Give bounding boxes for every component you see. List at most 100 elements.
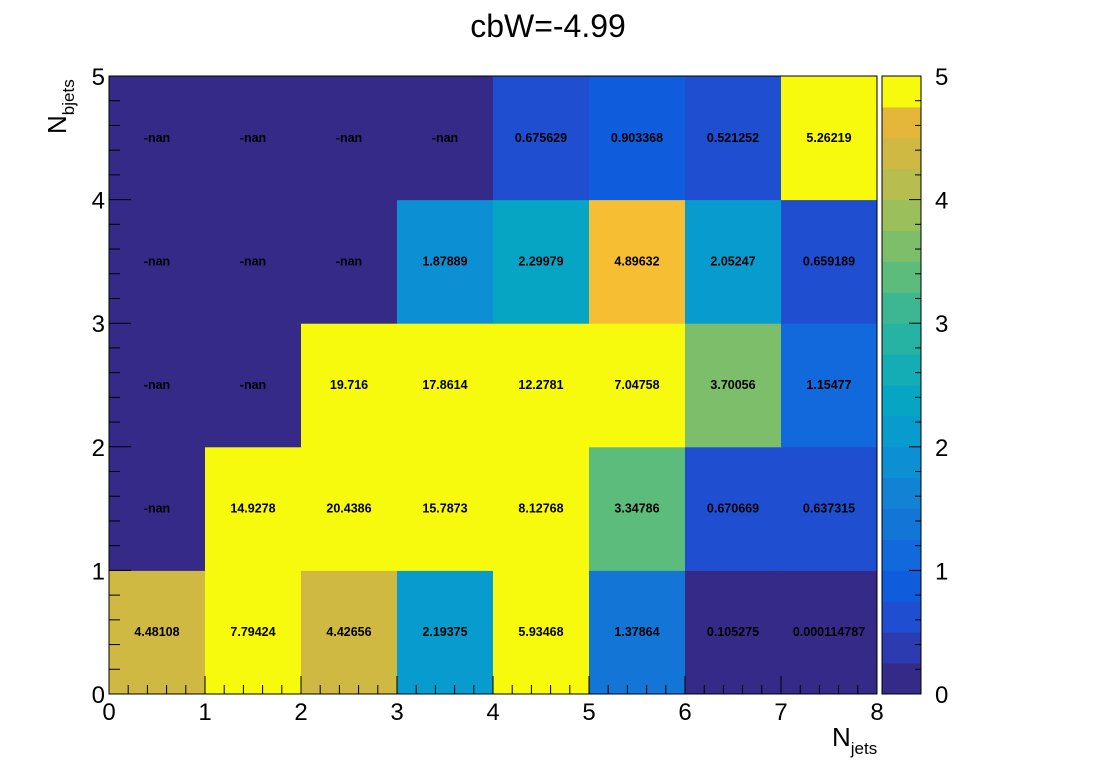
- cell-value-label: 0.521252: [707, 131, 759, 145]
- heatmap-cell: [301, 323, 398, 448]
- cell-value-label: 0.105275: [707, 625, 759, 639]
- y-tick-label: 5: [92, 64, 105, 91]
- heatmap-cell: [109, 446, 206, 571]
- x-tick-label: 8: [870, 699, 883, 726]
- heatmap-cell: [685, 199, 782, 324]
- cell-value-label: 8.12768: [518, 502, 563, 516]
- cell-value-label: -nan: [240, 254, 266, 268]
- colorbar-segment: [882, 137, 921, 170]
- x-tick-label: 0: [102, 699, 115, 726]
- heatmap-cell: [781, 199, 878, 324]
- heatmap-cell: [685, 446, 782, 571]
- y-axis-label-sub: bjets: [59, 79, 78, 116]
- cell-value-label: 0.659189: [803, 254, 855, 268]
- cell-value-label: 4.89632: [614, 254, 659, 268]
- cell-value-label: -nan: [144, 131, 170, 145]
- cell-value-label: 19.716: [330, 378, 368, 392]
- x-tick-label: 7: [774, 699, 787, 726]
- heatmap-cell: [493, 199, 590, 324]
- cell-value-label: 14.9278: [230, 502, 275, 516]
- y-axis-label-main: N: [42, 115, 72, 134]
- colorbar-tick-label: 5: [935, 64, 948, 91]
- heatmap-cell: [397, 570, 494, 695]
- x-axis-label-main: N: [832, 722, 851, 752]
- cell-value-label: 0.903368: [611, 131, 663, 145]
- colorbar-segment: [882, 261, 921, 293]
- heatmap-cell: [109, 323, 206, 448]
- y-axis-label: Nbjets: [42, 79, 79, 134]
- cell-value-label: 1.37864: [614, 625, 659, 639]
- y-tick-label: 2: [92, 435, 105, 462]
- colorbar-segment: [882, 508, 921, 540]
- y-tick-label: 3: [92, 311, 105, 338]
- cell-value-label: 4.42656: [326, 625, 371, 639]
- cell-value-label: 0.000114787: [793, 625, 865, 639]
- x-tick-label: 1: [198, 699, 211, 726]
- colorbar-segment: [882, 539, 921, 571]
- colorbar-segment: [882, 446, 921, 479]
- cell-value-label: -nan: [144, 378, 170, 392]
- heatmap-cell: [397, 446, 494, 571]
- colorbar-segment: [882, 354, 921, 386]
- heatmap-cell: [109, 570, 206, 695]
- cell-value-label: 17.8614: [422, 378, 467, 392]
- colorbar-segment: [882, 199, 921, 231]
- heatmap-cell: [205, 323, 302, 448]
- cell-value-label: -nan: [240, 378, 266, 392]
- heatmap-cell: [397, 76, 494, 201]
- heatmap-cell: [205, 446, 302, 571]
- cell-value-label: 0.670669: [707, 502, 759, 516]
- cell-value-label: 2.05247: [710, 254, 755, 268]
- heatmap-cell: [781, 446, 878, 571]
- heatmap-cell: [493, 323, 590, 448]
- heatmap-cell: [685, 76, 782, 201]
- heatmap-cell: [589, 323, 686, 448]
- heatmap-cell: [109, 199, 206, 324]
- chart-title: cbW=-4.99: [470, 8, 626, 44]
- colorbar-tick-label: 1: [935, 558, 948, 585]
- heatmap-cell: [589, 76, 686, 201]
- heatmap-cell: [301, 570, 398, 695]
- cell-value-label: 1.87889: [422, 254, 467, 268]
- heatmap-cell: [685, 570, 782, 695]
- colorbar-segment: [882, 230, 921, 262]
- colorbar-segment: [882, 385, 921, 417]
- heatmap-cell: [205, 76, 302, 201]
- heatmap-cell: [493, 446, 590, 571]
- x-tick-label: 6: [678, 699, 691, 726]
- cell-value-label: 2.29979: [518, 254, 563, 268]
- cell-value-label: 15.7873: [422, 502, 467, 516]
- cell-value-label: -nan: [144, 502, 170, 516]
- heatmap-cell: [685, 323, 782, 448]
- cell-value-label: -nan: [336, 131, 362, 145]
- colorbar-segment: [882, 323, 921, 355]
- x-tick-label: 5: [582, 699, 595, 726]
- x-tick-label: 3: [390, 699, 403, 726]
- cell-value-label: 4.48108: [134, 625, 179, 639]
- heatmap-cell: [301, 446, 398, 571]
- colorbar-segment: [882, 477, 921, 510]
- heatmap-cell: [589, 570, 686, 695]
- cell-value-label: -nan: [144, 254, 170, 268]
- cell-value-label: 3.34786: [614, 502, 659, 516]
- colorbar-segment: [882, 292, 921, 324]
- heatmap-cell: [589, 199, 686, 324]
- x-axis-label: Njets: [832, 722, 877, 759]
- y-tick-label: 1: [92, 558, 105, 585]
- cell-value-label: -nan: [240, 131, 266, 145]
- cell-value-label: 7.04758: [614, 378, 659, 392]
- colorbar-tick-label: 3: [935, 311, 948, 338]
- cell-value-label: 5.26219: [806, 131, 851, 145]
- heatmap-cell: [301, 76, 398, 201]
- heatmap-cell: [781, 323, 878, 448]
- x-tick-label: 2: [294, 699, 307, 726]
- heatmap-cell: [493, 570, 590, 695]
- colorbar-tick-label: 2: [935, 435, 948, 462]
- cell-value-label: 0.637315: [803, 502, 855, 516]
- heatmap-cell: [781, 570, 878, 695]
- colorbar-segment: [882, 663, 921, 695]
- colorbar-segment: [882, 601, 921, 633]
- colorbar-tick-label: 0: [935, 682, 948, 709]
- cell-value-label: 5.93468: [518, 625, 563, 639]
